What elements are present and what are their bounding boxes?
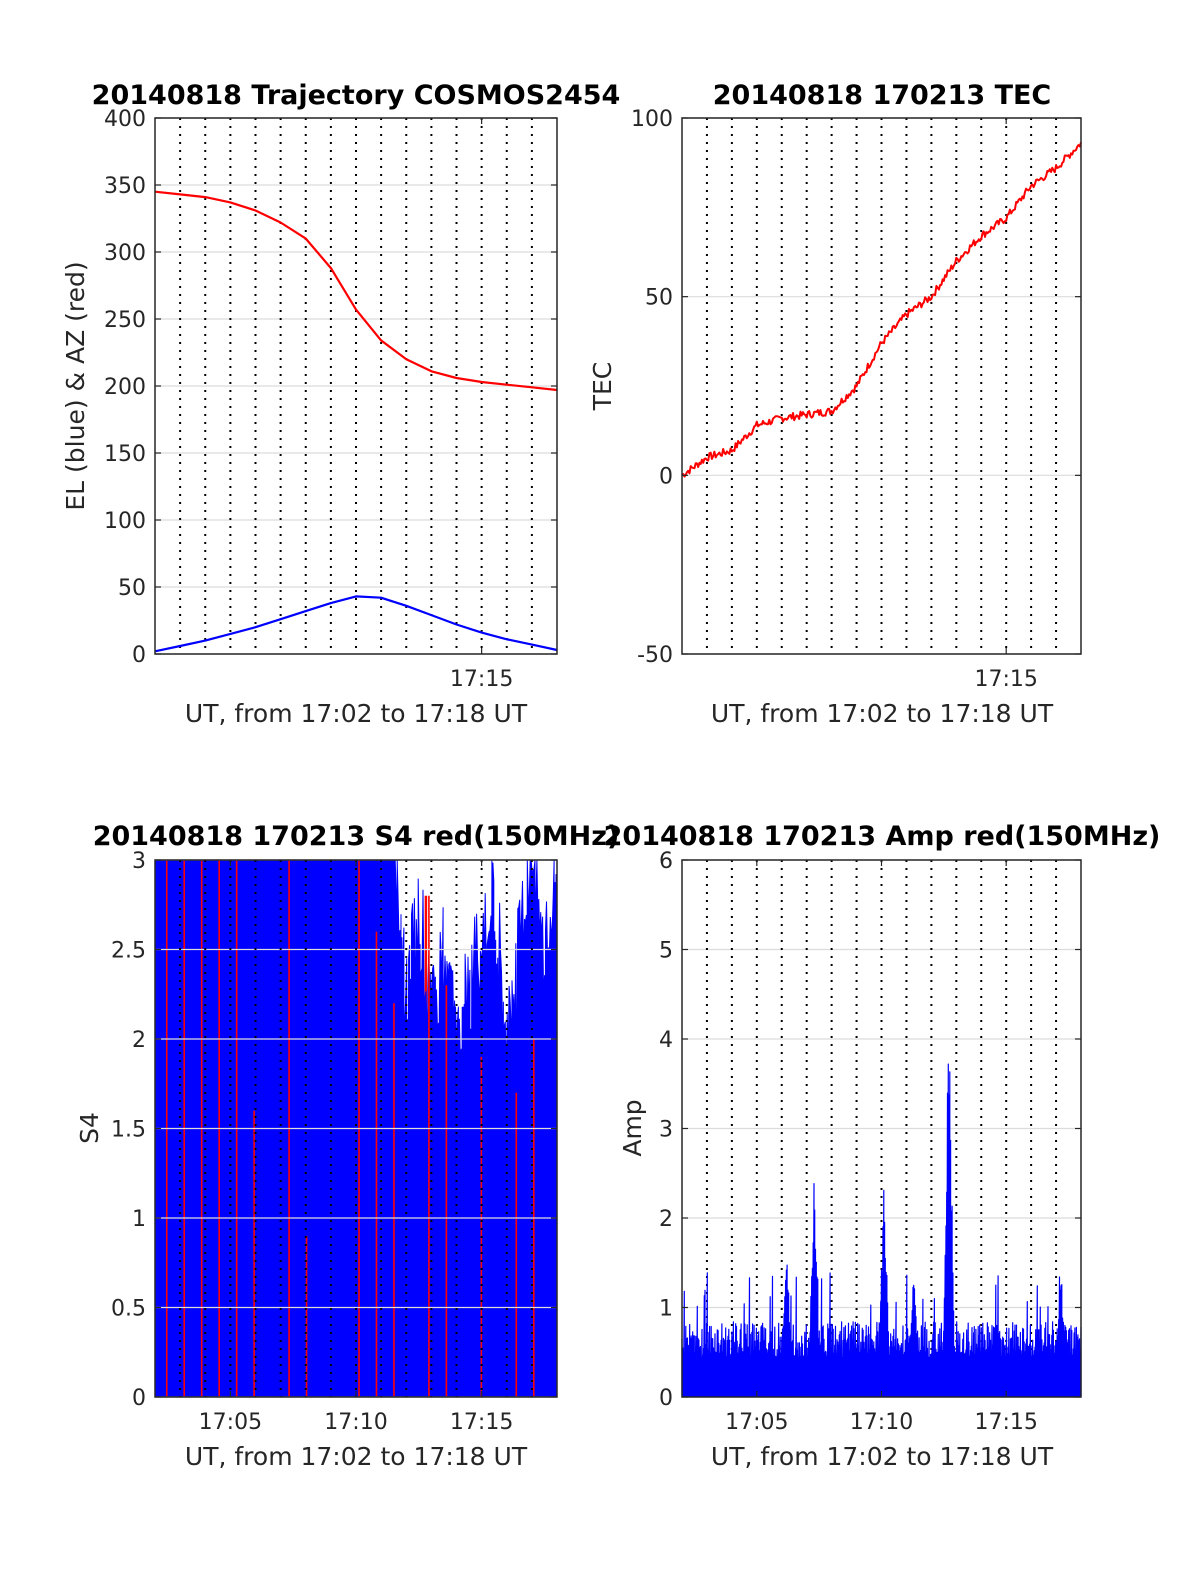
x-tick-label: 17:15 xyxy=(450,667,513,692)
y-tick-label: 1.5 xyxy=(111,1118,146,1143)
y-tick-label: 0 xyxy=(132,1386,146,1411)
trajectory-x-label: UT, from 17:02 to 17:18 UT xyxy=(185,699,528,728)
y-tick-label: 2 xyxy=(659,1207,673,1232)
amp-y-ticks: 0 1 2 3 4 5 6 xyxy=(659,849,1081,1411)
tec-y-ticks: -50 0 50 100 xyxy=(631,107,1081,668)
y-tick-label: 100 xyxy=(104,509,146,534)
x-tick-label: 17:05 xyxy=(725,1410,788,1435)
y-tick-label: 0 xyxy=(659,1386,673,1411)
y-tick-label: 50 xyxy=(118,576,146,601)
trajectory-y-label: EL (blue) & AZ (red) xyxy=(61,261,90,510)
y-tick-label: 200 xyxy=(104,375,146,400)
s4-x-ticks: 17:05 17:10 17:15 xyxy=(199,860,513,1435)
y-tick-label: 2 xyxy=(132,1028,146,1053)
s4-y-ticks: 0 0.5 1 1.5 2 2.5 3 xyxy=(111,849,557,1411)
amp-title: 20140818 170213 Amp red(150MHz) xyxy=(604,821,1161,852)
y-tick-label: 150 xyxy=(104,442,146,467)
y-tick-label: 3 xyxy=(659,1118,673,1143)
x-tick-label: 17:10 xyxy=(850,1410,913,1435)
tec-y-label: TEC xyxy=(588,362,617,412)
y-tick-label: 0.5 xyxy=(111,1297,146,1322)
tec-x-ticks: 17:15 xyxy=(974,118,1038,692)
x-tick-label: 17:15 xyxy=(974,667,1037,692)
elevation-line xyxy=(154,595,558,653)
x-tick-label: 17:10 xyxy=(324,1410,387,1435)
tec-line xyxy=(681,142,1082,478)
tec-panel: 20140818 170213 TEC -50 0 50 100 17:15 UT, … xyxy=(588,80,1082,728)
y-tick-label: 1 xyxy=(132,1207,146,1232)
y-tick-label: 50 xyxy=(645,286,673,311)
trajectory-panel: 20140818 Trajectory COSMOS2454 0 50 100 150… xyxy=(61,80,620,728)
trajectory-x-ticks: 17:15 xyxy=(450,118,513,692)
y-tick-label: 0 xyxy=(659,464,673,489)
y-tick-label: 100 xyxy=(631,107,673,132)
tec-axes-box xyxy=(681,117,1082,655)
y-tick-label: 3 xyxy=(132,849,146,874)
amp-x-ticks: 17:05 17:10 17:15 xyxy=(725,860,1038,1435)
amp-x-label: UT, from 17:02 to 17:18 UT xyxy=(711,1442,1054,1471)
x-tick-label: 17:05 xyxy=(199,1410,262,1435)
s4-x-label: UT, from 17:02 to 17:18 UT xyxy=(185,1442,528,1471)
s4-grid xyxy=(155,859,557,1398)
trajectory-title: 20140818 Trajectory COSMOS2454 xyxy=(92,80,621,111)
y-tick-label: 6 xyxy=(659,849,673,874)
trajectory-series xyxy=(154,190,558,653)
y-tick-label: -50 xyxy=(637,643,673,668)
x-tick-label: 17:15 xyxy=(450,1410,513,1435)
s4-title: 20140818 170213 S4 red(150MHz) xyxy=(93,821,620,852)
amp-series xyxy=(681,1063,1082,1398)
amp-panel: 20140818 170213 Amp red(150MHz) 0123456 … xyxy=(604,821,1161,1471)
y-tick-label: 350 xyxy=(104,174,146,199)
s4-y-label: S4 xyxy=(75,1112,104,1144)
tec-x-label: UT, from 17:02 to 17:18 UT xyxy=(711,699,1054,728)
tec-grid xyxy=(682,117,1081,655)
x-tick-label: 17:15 xyxy=(974,1410,1037,1435)
trajectory-y-ticks: 0 50 100 150 200 250 300 350 400 xyxy=(104,107,557,668)
s4-panel: 20140818 170213 S4 red(150MHz) 0 0.5 1 1.5 2… xyxy=(75,821,619,1471)
y-tick-label: 5 xyxy=(659,939,673,964)
y-tick-label: 4 xyxy=(659,1028,673,1053)
y-tick-label: 300 xyxy=(104,241,146,266)
y-tick-label: 1 xyxy=(659,1297,673,1322)
azimuth-line xyxy=(154,190,558,392)
tec-series xyxy=(681,142,1082,478)
amp-y-label: Amp xyxy=(618,1099,647,1156)
tec-title: 20140818 170213 TEC xyxy=(713,80,1052,111)
y-tick-label: 0 xyxy=(132,643,146,668)
y-tick-label: 250 xyxy=(104,308,146,333)
amp-blue-trace xyxy=(681,1063,1082,1398)
y-tick-label: 400 xyxy=(104,107,146,132)
y-tick-label: 2.5 xyxy=(111,939,146,964)
